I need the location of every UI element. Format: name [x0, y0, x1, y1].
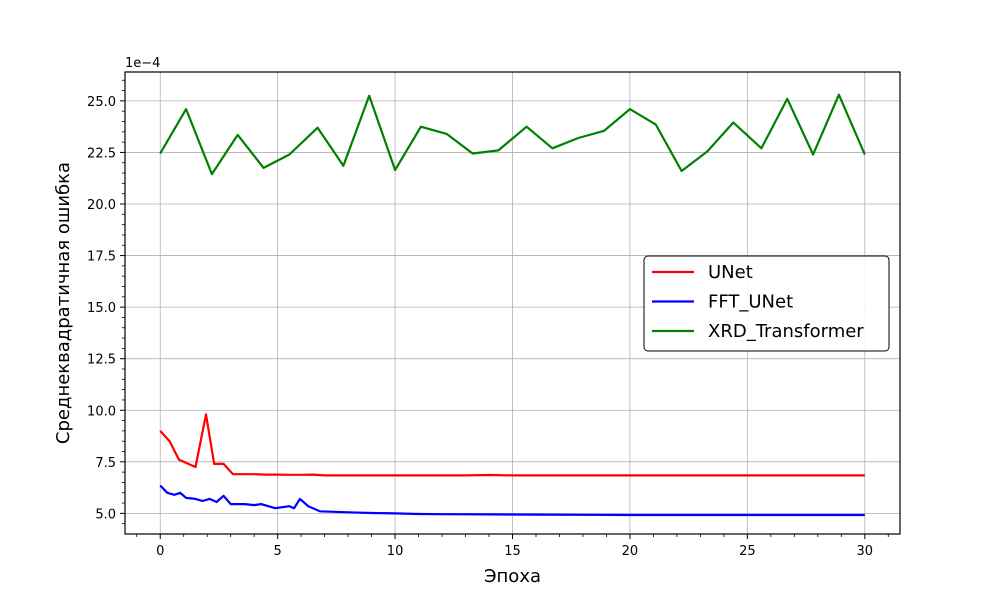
x-tick-label: 15	[504, 544, 521, 559]
y-tick-label: 20.0	[87, 198, 116, 213]
series-line-unet	[159, 413, 865, 477]
series-lines	[159, 93, 866, 517]
x-tick-label: 20	[622, 544, 639, 559]
y-tick-label: 17.5	[87, 250, 116, 265]
y-axis-title: Среднеквадратичная ошибка	[53, 162, 74, 444]
y-tick-label: 7.5	[95, 456, 116, 471]
y-offset-label: 1e−4	[125, 56, 160, 71]
x-tick-label: 10	[387, 544, 404, 559]
x-tick-label: 30	[856, 544, 873, 559]
legend-box	[643, 255, 890, 352]
x-tick-label: 25	[739, 544, 756, 559]
legend: UNet FFT_UNet XRD_Transformer	[643, 255, 890, 352]
legend-label-xrd-transformer: XRD_Transformer	[708, 321, 864, 342]
y-tick-label: 22.5	[87, 146, 116, 161]
series-line-fft-unet	[159, 484, 865, 517]
x-tick-label: 5	[274, 544, 282, 559]
x-tick-label: 0	[156, 544, 164, 559]
ticks: 0 5 10 15 20 25 30 5.0 7.5 10.0 12.5 15.0 17.5 20.0 22…	[87, 79, 889, 559]
legend-label-unet: UNet	[708, 262, 753, 283]
y-tick-label: 15.0	[87, 301, 116, 316]
y-tick-label: 25.0	[87, 95, 116, 110]
y-tick-label: 5.0	[95, 507, 116, 522]
series-line-xrd-transformer	[159, 93, 866, 176]
y-tick-label: 10.0	[87, 404, 116, 419]
y-tick-label: 12.5	[87, 353, 116, 368]
legend-label-fft-unet: FFT_UNet	[708, 292, 793, 313]
x-axis-title: Эпоха	[484, 566, 541, 587]
